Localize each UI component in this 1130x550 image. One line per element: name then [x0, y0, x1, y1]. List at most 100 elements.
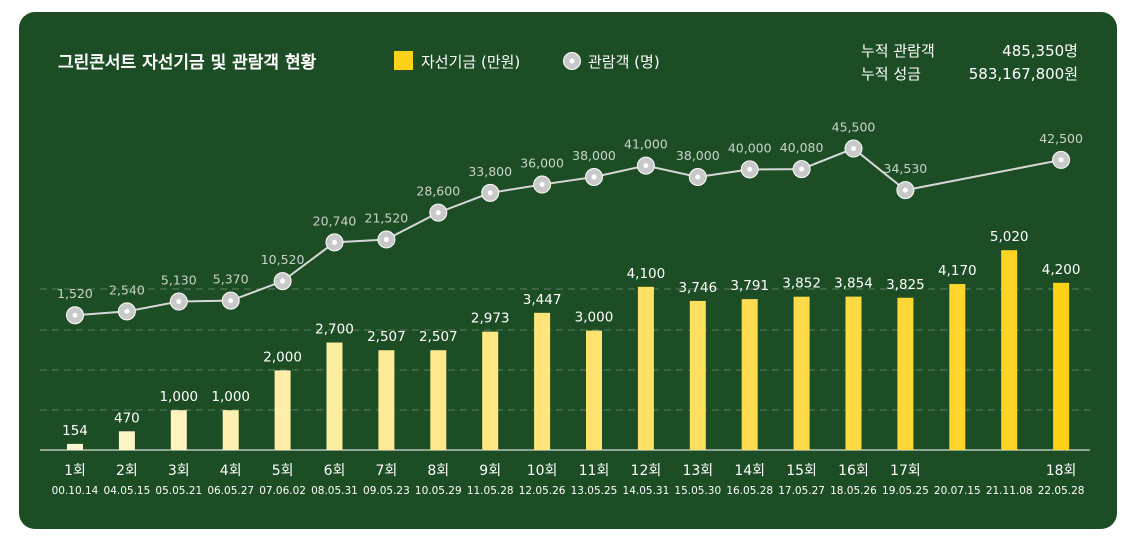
bar-6: [326, 342, 343, 450]
audience-point-center-16: [851, 146, 856, 152]
bar-value-label-2: 470: [114, 410, 140, 426]
chart-panel: [19, 12, 1117, 529]
audience-value-label-15: 40,080: [780, 140, 824, 155]
audience-value-label-7: 21,520: [365, 210, 409, 225]
bar-value-label-15: 3,852: [782, 276, 821, 292]
x-date-label-2: 04.05.15: [104, 485, 151, 497]
x-date-label-5: 07.06.02: [259, 485, 306, 497]
bar-value-label-16: 3,854: [834, 276, 873, 292]
audience-value-label-9: 33,800: [468, 164, 512, 179]
bar-2: [118, 431, 135, 450]
audience-value-label-1: 1,520: [57, 286, 93, 301]
bar-13: [689, 300, 706, 450]
bar-value-label-11: 3,000: [575, 310, 614, 326]
x-tick-label-8: 8회: [427, 463, 449, 479]
x-date-label-10: 12.05.26: [519, 485, 566, 497]
x-date-label-15: 17.05.27: [778, 485, 825, 497]
bar-7: [378, 350, 395, 450]
audience-value-label-20: 42,500: [1039, 131, 1083, 146]
x-tick-label-14: 14회: [734, 463, 765, 479]
x-date-label-7: 09.05.23: [363, 485, 410, 497]
audience-point-center-2: [124, 308, 130, 314]
x-date-label-17: 19.05.25: [882, 485, 929, 497]
audience-value-label-14: 40,000: [728, 140, 772, 155]
audience-point-center-20: [1058, 157, 1064, 163]
audience-value-label-11: 38,000: [572, 148, 616, 163]
audience-point-center-1: [72, 312, 78, 318]
audience-point-center-13: [695, 174, 701, 180]
bar-value-label-7: 2,507: [367, 329, 406, 345]
x-date-label-12: 14.05.31: [623, 485, 670, 497]
audience-value-label-4: 5,370: [213, 272, 249, 287]
audience-value-label-5: 10,520: [261, 252, 305, 267]
bar-1: [67, 443, 83, 450]
audience-point-center-12: [643, 163, 649, 169]
audience-point-center-8: [435, 210, 441, 216]
audience-point-center-10: [539, 182, 545, 188]
bar-value-label-12: 4,100: [627, 266, 666, 282]
bar-8: [430, 350, 447, 450]
x-tick-label-11: 11회: [579, 463, 610, 479]
bar-value-label-14: 3,791: [730, 278, 769, 294]
audience-point-center-11: [591, 174, 597, 180]
summary-audience-label: 누적 관람객: [861, 42, 935, 60]
audience-value-label-10: 36,000: [520, 156, 564, 171]
chart-title: 그린콘서트 자선기금 및 관람객 현황: [58, 52, 317, 73]
bar-value-label-9: 2,973: [471, 311, 510, 327]
audience-point-center-3: [176, 299, 182, 305]
legend-line-marker-center: [569, 58, 575, 64]
x-tick-label-1: 1회: [64, 463, 86, 479]
audience-point-center-7: [383, 236, 389, 242]
x-tick-label-15: 15회: [786, 463, 817, 479]
x-date-label-20: 22.05.28: [1038, 485, 1085, 497]
bar-value-label-19: 5,020: [990, 229, 1029, 245]
summary-donation-label: 누적 성금: [861, 65, 921, 83]
x-date-label-16: 18.05.26: [830, 485, 877, 497]
x-date-label-8: 10.05.29: [415, 485, 462, 497]
x-date-label-13: 15.05.30: [674, 485, 721, 497]
x-tick-label-20: 18회: [1046, 463, 1077, 479]
x-tick-label-3: 3회: [168, 463, 190, 479]
audience-value-label-8: 28,600: [416, 184, 460, 199]
bar-value-label-13: 3,746: [678, 280, 717, 296]
x-tick-label-7: 7회: [376, 463, 398, 479]
audience-value-label-16: 45,500: [832, 120, 876, 135]
bar-20: [1053, 282, 1070, 450]
x-tick-label-12: 12회: [631, 463, 662, 479]
audience-point-center-4: [228, 298, 234, 304]
x-tick-label-17: 17회: [890, 463, 921, 479]
x-tick-label-4: 4회: [220, 463, 242, 479]
bar-value-label-8: 2,507: [419, 329, 458, 345]
bar-15: [793, 296, 810, 450]
bar-value-label-18: 4,170: [938, 263, 977, 279]
legend-bar-swatch: [394, 51, 413, 70]
x-tick-label-6: 6회: [324, 463, 346, 479]
audience-value-label-17: 34,530: [884, 161, 928, 176]
bar-18: [949, 284, 966, 450]
bar-10: [534, 312, 551, 450]
audience-value-label-13: 38,000: [676, 148, 720, 163]
bar-value-label-17: 3,825: [886, 277, 925, 293]
x-date-label-1: 00.10.14: [52, 485, 99, 497]
x-date-label-3: 05.05.21: [155, 485, 202, 497]
bar-value-label-4: 1,000: [211, 389, 250, 405]
audience-value-label-12: 41,000: [624, 137, 668, 152]
audience-point-center-17: [902, 187, 908, 193]
x-tick-label-9: 9회: [479, 463, 501, 479]
audience-value-label-2: 2,540: [109, 282, 145, 297]
x-tick-label-2: 2회: [116, 463, 138, 479]
audience-value-label-6: 20,740: [313, 213, 357, 228]
bar-value-label-5: 2,000: [263, 349, 302, 365]
x-date-label-19: 21.11.08: [986, 485, 1033, 497]
x-tick-label-16: 16회: [838, 463, 869, 479]
x-date-label-4: 06.05.27: [207, 485, 254, 497]
audience-point-center-5: [280, 278, 286, 284]
x-date-label-6: 08.05.31: [311, 485, 358, 497]
x-date-label-14: 16.05.28: [726, 485, 773, 497]
x-date-label-18: 20.07.15: [934, 485, 981, 497]
bar-17: [897, 297, 914, 450]
x-tick-label-5: 5회: [272, 463, 294, 479]
bar-value-label-20: 4,200: [1042, 262, 1081, 278]
legend-line-label: 관람객 (명): [588, 53, 660, 71]
